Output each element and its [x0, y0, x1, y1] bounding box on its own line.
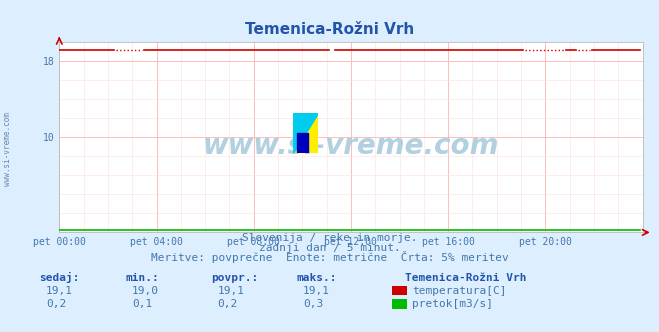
Text: 0,2: 0,2 — [46, 299, 67, 309]
Text: Meritve: povprečne  Enote: metrične  Črta: 5% meritev: Meritve: povprečne Enote: metrične Črta:… — [151, 251, 508, 263]
Text: www.si-vreme.com: www.si-vreme.com — [3, 113, 13, 186]
Text: www.si-vreme.com: www.si-vreme.com — [203, 132, 499, 160]
Polygon shape — [293, 113, 318, 153]
Text: pretok[m3/s]: pretok[m3/s] — [412, 299, 493, 309]
Text: povpr.:: povpr.: — [211, 273, 258, 283]
Text: temperatura[C]: temperatura[C] — [412, 286, 506, 296]
Text: Temenica-Rožni Vrh: Temenica-Rožni Vrh — [245, 22, 414, 37]
Text: 19,1: 19,1 — [217, 286, 244, 296]
Text: sedaj:: sedaj: — [40, 272, 80, 283]
Text: 19,1: 19,1 — [46, 286, 73, 296]
Text: maks.:: maks.: — [297, 273, 337, 283]
Polygon shape — [293, 113, 318, 153]
Polygon shape — [297, 133, 308, 153]
Text: Slovenija / reke in morje.: Slovenija / reke in morje. — [242, 233, 417, 243]
Text: 19,0: 19,0 — [132, 286, 159, 296]
Text: zadnji dan / 5 minut.: zadnji dan / 5 minut. — [258, 243, 401, 253]
Text: Temenica-Rožni Vrh: Temenica-Rožni Vrh — [405, 273, 527, 283]
Text: 0,2: 0,2 — [217, 299, 238, 309]
Text: 19,1: 19,1 — [303, 286, 330, 296]
Text: 0,3: 0,3 — [303, 299, 324, 309]
Text: 0,1: 0,1 — [132, 299, 152, 309]
Text: min.:: min.: — [125, 273, 159, 283]
